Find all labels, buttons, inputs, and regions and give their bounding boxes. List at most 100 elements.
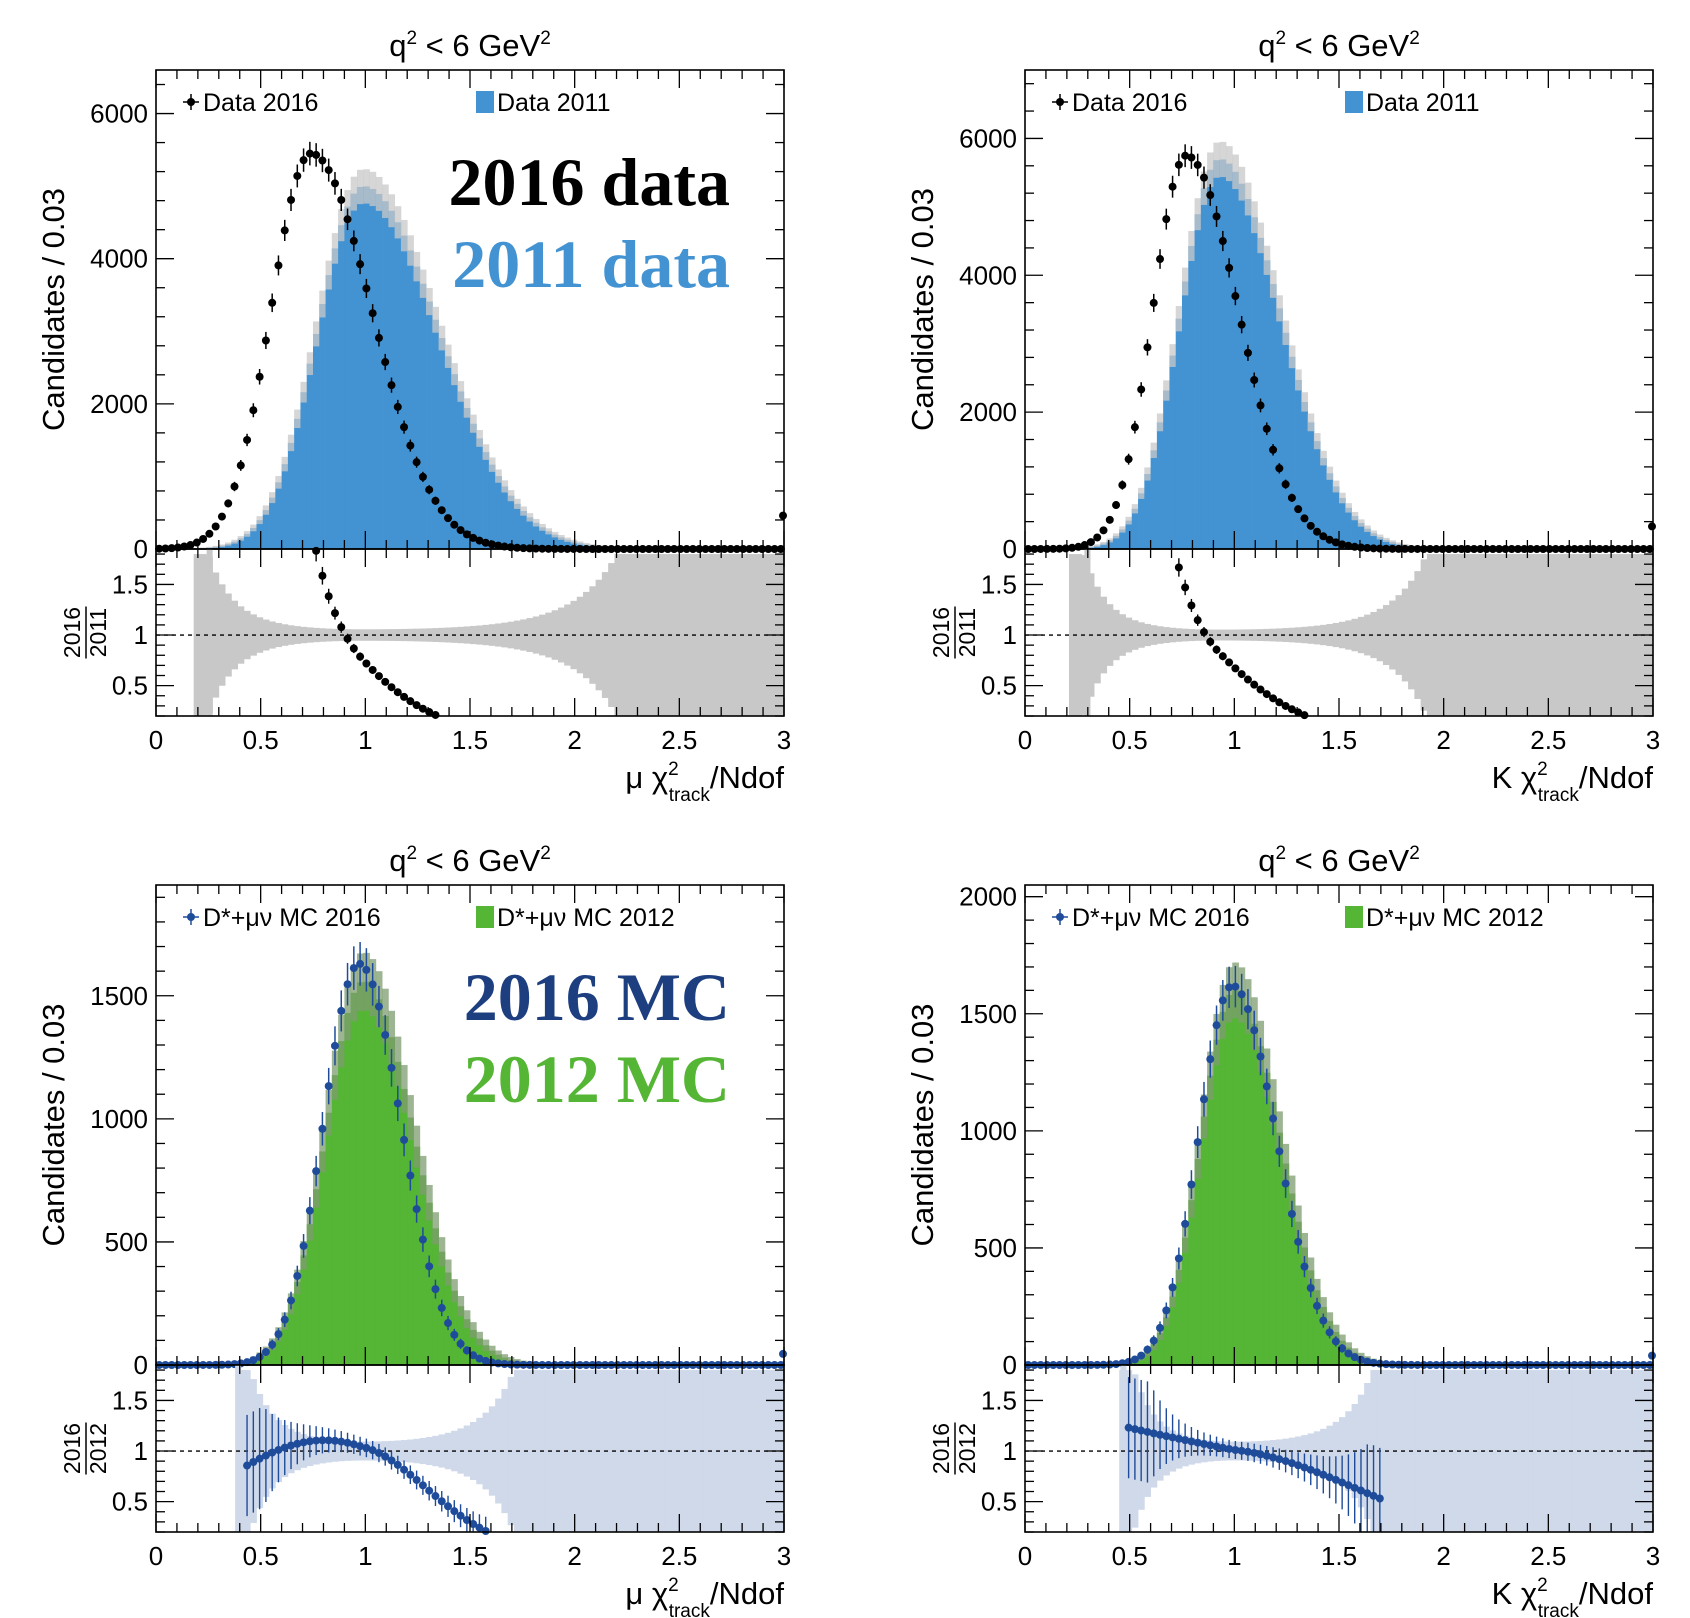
uncertainty-band (1182, 1222, 1189, 1253)
data-point (312, 150, 321, 159)
histogram-bar (231, 541, 239, 549)
histogram-bar (1112, 535, 1120, 549)
histogram-bar (400, 235, 408, 549)
ratio-point (1149, 1429, 1158, 1438)
uncertainty-band (363, 169, 370, 204)
ratio-point (318, 571, 327, 580)
histogram-bar (350, 193, 358, 549)
uncertainty-band (1295, 369, 1302, 391)
histogram-bar (262, 510, 270, 549)
x-tick-label: 1.5 (452, 725, 488, 755)
uncertainty-band (576, 541, 584, 545)
histogram-bar (463, 408, 471, 549)
data-point (1250, 1026, 1259, 1035)
ratio-band (1188, 628, 1195, 642)
x-tick-label: 2 (1436, 1541, 1450, 1571)
histogram-bar (1288, 1193, 1296, 1365)
uncertainty-band (1100, 541, 1108, 546)
overflow-point (779, 1349, 787, 1358)
legend-point-marker (187, 913, 195, 921)
data-point (1080, 541, 1089, 550)
histogram-bar (281, 464, 289, 549)
uncertainty-band (212, 545, 220, 548)
uncertainty-band (1326, 466, 1334, 480)
uncertainty-band (451, 1279, 458, 1303)
histogram-bar (1150, 450, 1158, 549)
ratio-band (262, 619, 270, 651)
histogram-bar (1200, 1116, 1208, 1365)
ratio-band-edge (235, 1365, 242, 1532)
data-point (1193, 1138, 1202, 1147)
ratio-band (1508, 554, 1516, 716)
legend-label-1: Data 2016 (203, 89, 318, 117)
x-tick-label: 2.5 (1530, 1541, 1566, 1571)
histogram-bar (432, 319, 439, 549)
uncertainty-band (1150, 442, 1158, 458)
ratio-point (362, 1443, 371, 1452)
ratio-band (1627, 1370, 1635, 1532)
uncertainty-band (495, 469, 502, 483)
histogram-bar (1087, 546, 1095, 549)
histogram-bar (1332, 486, 1340, 549)
data-point (1149, 1336, 1158, 1345)
data-point (1199, 1095, 1208, 1104)
ratio-axis-label: 2016 2011 (928, 606, 980, 659)
data-point (450, 1330, 459, 1339)
ratio-point (1281, 1457, 1290, 1466)
uncertainty-band (1382, 537, 1390, 542)
data-point (299, 1241, 308, 1250)
uncertainty-band (482, 1339, 490, 1352)
data-point (167, 544, 176, 553)
uncertainty-band (444, 1259, 452, 1286)
ratio-band (432, 628, 439, 642)
uncertainty-band (1332, 1324, 1340, 1340)
x-tick-label: 1 (358, 1541, 372, 1571)
ratio-point (1269, 1453, 1278, 1462)
data-point (293, 171, 302, 180)
x-tick-label: 1 (1227, 725, 1241, 755)
ratio-point (1300, 1463, 1309, 1472)
uncertainty-band (1232, 154, 1239, 190)
histogram-bar (1219, 1011, 1227, 1365)
ratio-point (1250, 1448, 1259, 1457)
ratio-band (1514, 1370, 1522, 1532)
histogram-bar (457, 391, 465, 549)
histogram-bar (1307, 1270, 1315, 1365)
data-point (249, 1356, 258, 1365)
uncertainty-band (532, 518, 540, 527)
ratio-band (463, 626, 471, 644)
data-point (1149, 298, 1158, 307)
legend: Data 2016 Data 2011 (183, 89, 611, 117)
histogram-bar (513, 503, 521, 549)
main-frame (1024, 884, 1654, 1366)
data-point (381, 358, 390, 367)
ratio-point (1350, 1483, 1359, 1492)
data-point (243, 435, 252, 444)
uncertainty-band (1282, 1143, 1290, 1184)
ratio-band (1219, 629, 1227, 641)
uncertainty-band (394, 206, 402, 239)
ratio-label-denominator: 2011 (954, 608, 980, 657)
ratio-band (1477, 554, 1484, 716)
ratio-point (1237, 1446, 1246, 1455)
uncertainty-band (206, 546, 213, 549)
histogram-bar (375, 193, 383, 549)
ratio-band (639, 554, 647, 716)
histogram-bar (413, 266, 421, 549)
data-point (1093, 533, 1102, 542)
data-point (462, 1346, 471, 1355)
uncertainty-band (262, 505, 270, 515)
histogram-bar (407, 1117, 414, 1365)
data-point (456, 1339, 465, 1348)
histogram-bar (325, 275, 333, 549)
ratio-label-numerator: 2016 (59, 607, 85, 658)
histogram-bar (1182, 1237, 1189, 1365)
legend-label-1: Data 2016 (1072, 89, 1187, 117)
uncertainty-band (319, 290, 326, 318)
uncertainty-band (344, 190, 352, 224)
ratio-band (520, 1370, 527, 1532)
x-tick-label: 2 (567, 1541, 581, 1571)
uncertainty-band (444, 344, 452, 368)
data-point (1130, 1355, 1139, 1364)
ratio-band (1565, 1370, 1572, 1532)
